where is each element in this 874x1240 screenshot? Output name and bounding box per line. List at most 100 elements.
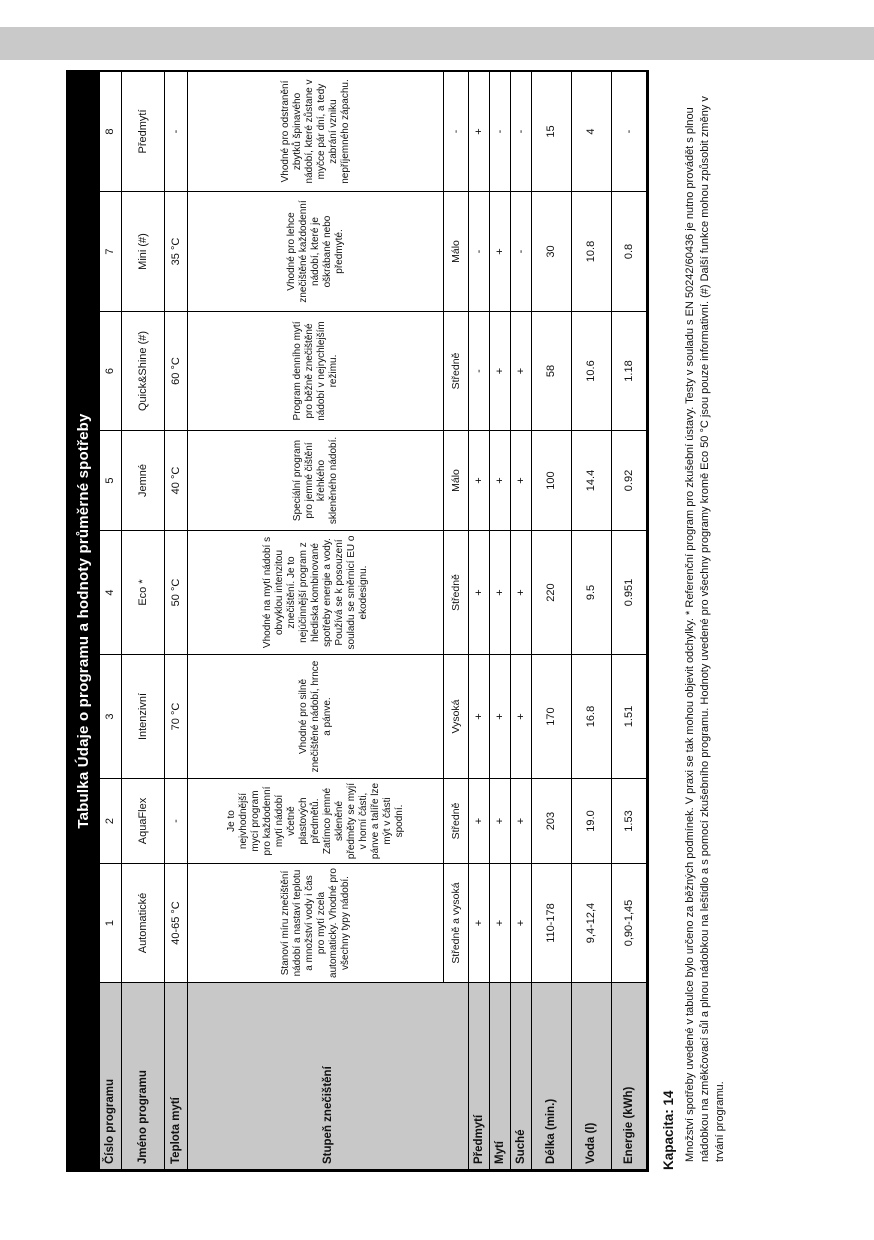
- program-3-cell: 3: [99, 654, 122, 779]
- program-5-cell: +: [489, 430, 511, 531]
- footnote-text: Množství spotřeby uvedené v tabulce bylo…: [684, 96, 726, 1162]
- program-2-cell: 2: [99, 778, 122, 864]
- program-1-cell: +: [468, 863, 490, 983]
- program-5-cell: +: [510, 430, 532, 531]
- program-2-cell: 203: [531, 778, 572, 864]
- program-8-cell: Vhodné pro odstranění zbytků špinavého n…: [187, 71, 444, 192]
- program-2-cell: Středně: [443, 778, 469, 864]
- program-4-cell: +: [468, 530, 490, 655]
- program-7-cell: Vhodné pro lehce znečištěné každodenní n…: [187, 191, 444, 312]
- program-8-cell: 15: [531, 71, 572, 192]
- row-header-cell: Suché: [510, 982, 532, 1170]
- program-6-cell: 6: [99, 311, 122, 431]
- program-1-cell: 40-65 °C: [164, 863, 188, 983]
- program-7-cell: 35 °C: [164, 191, 188, 312]
- program-8-cell: -: [510, 71, 532, 192]
- program-8-cell: -: [489, 71, 511, 192]
- program-3-cell: Vysoká: [443, 654, 469, 779]
- program-7-cell: 30: [531, 191, 572, 312]
- table-row: Číslo programu 1 2 3 4 5 6 7 8: [99, 71, 122, 1170]
- program-7-cell: Mini (#): [121, 191, 165, 312]
- program-4-cell: 0.951: [611, 530, 647, 655]
- program-4-cell: +: [510, 530, 532, 655]
- program-4-cell: 50 °C: [164, 530, 188, 655]
- page-header-band: [0, 27, 874, 60]
- program-6-cell: 10.6: [571, 311, 612, 431]
- program-5-cell: 100: [531, 430, 572, 531]
- program-3-cell: 16.8: [571, 654, 612, 779]
- program-7-cell: 7: [99, 191, 122, 312]
- program-1-cell: 1: [99, 863, 122, 983]
- capacity-label: Kapacita: 14: [661, 1090, 676, 1170]
- table-row: Délka (min.) 110-178 203 170 220 100 58 30 15: [531, 71, 572, 1170]
- program-6-cell: 1.18: [611, 311, 647, 431]
- program-3-cell: 1.51: [611, 654, 647, 779]
- table-row: Mytí + + + + + + + -: [489, 71, 511, 1170]
- program-7-cell: -: [510, 191, 532, 312]
- program-6-cell: 60 °C: [164, 311, 188, 431]
- table-row: Teplota mytí 40-65 °C -70 °C 50 °C 40 °C 60 °…: [164, 71, 188, 1170]
- program-8-cell: 8: [99, 71, 122, 192]
- table-row: Stupeň znečištění Stanoví míru znečištění…: [187, 71, 469, 1170]
- program-5-cell: Speciální program pro jemné čištění křeh…: [187, 430, 444, 531]
- row-header-cell: Jméno programu: [121, 982, 165, 1170]
- table-row: Voda (l) 9,4-12,4 19.0 16.8 9.5 14.4 10.6 10.8 4: [571, 71, 612, 1170]
- program-2-cell: -: [164, 778, 188, 864]
- program-1-cell: +: [510, 863, 532, 983]
- program-3-cell: +: [468, 654, 490, 779]
- row-header-cell: Voda (l): [571, 982, 612, 1170]
- program-8-cell: Předmytí: [121, 71, 165, 192]
- row-header-cell: Energie (kWh): [611, 982, 647, 1170]
- program-4-cell: Eco *: [121, 530, 165, 655]
- program-8-cell: -: [164, 71, 188, 192]
- program-6-cell: 58: [531, 311, 572, 431]
- row-header-cell: Délka (min.): [531, 982, 572, 1170]
- program-2-cell: +: [468, 778, 490, 864]
- program-8-cell: -: [443, 71, 469, 192]
- table-row: Předmytí + + + + + - - +: [468, 71, 490, 1170]
- program-2-cell: 19.0: [571, 778, 612, 864]
- program-6-cell: Program denního mytí pro běžně znečištěn…: [187, 311, 444, 431]
- program-4-cell: +: [489, 530, 511, 655]
- program-2-cell: 1.53: [611, 778, 647, 864]
- program-5-cell: 5: [99, 430, 122, 531]
- program-1-cell: +: [489, 863, 511, 983]
- program-4-cell: 9.5: [571, 530, 612, 655]
- program-6-cell: Quick&Shine (#): [121, 311, 165, 431]
- program-5-cell: Málo: [443, 430, 469, 531]
- program-5-cell: 14.4: [571, 430, 612, 531]
- row-header-cell: Předmytí: [468, 982, 490, 1170]
- program-4-cell: Vhodné na mytí nádobí s obvyklou intenzi…: [187, 530, 444, 655]
- program-6-cell: -: [468, 311, 490, 431]
- program-1-cell: 9,4-12,4: [571, 863, 612, 983]
- program-7-cell: -: [468, 191, 490, 312]
- table-title: Tabulka Údaje o programu a hodnoty průmě…: [68, 72, 99, 1170]
- program-3-cell: +: [510, 654, 532, 779]
- program-5-cell: 40 °C: [164, 430, 188, 531]
- program-8-cell: -: [611, 71, 647, 192]
- row-header-cell: Číslo programu: [99, 982, 122, 1170]
- program-8-cell: 4: [571, 71, 612, 192]
- program-7-cell: 10.8: [571, 191, 612, 312]
- program-3-cell: Vhodné pro silně znečištěné nádobí, hrnc…: [187, 654, 444, 779]
- program-2-cell: +: [489, 778, 511, 864]
- table-row: Energie (kWh) 0,90-1,45 1.53 1.51 0.951 0.92 1…: [611, 71, 647, 1170]
- program-2-cell: Je to nejvhodnější mycí program pro každ…: [187, 778, 444, 864]
- program-3-cell: Intenzivní: [121, 654, 165, 779]
- program-2-cell: AquaFlex: [121, 778, 165, 864]
- program-7-cell: +: [489, 191, 511, 312]
- row-header-cell: Mytí: [489, 982, 511, 1170]
- program-6-cell: +: [489, 311, 511, 431]
- program-8-cell: +: [468, 71, 490, 192]
- program-5-cell: Jemné: [121, 430, 165, 531]
- program-table-frame: Tabulka Údaje o programu a hodnoty průmě…: [66, 70, 649, 1172]
- program-table: Číslo programu 1 2 3 4 5 6 7 8 Jméno programu Auto…: [99, 71, 647, 1170]
- row-header-cell: Stupeň znečištění: [187, 982, 469, 1170]
- program-table-body: Číslo programu 1 2 3 4 5 6 7 8 Jméno programu Auto…: [99, 71, 647, 1170]
- rotated-document: Tabulka Údaje o programu a hodnoty průmě…: [66, 70, 726, 1172]
- program-5-cell: +: [468, 430, 490, 531]
- program-1-cell: 0,90-1,45: [611, 863, 647, 983]
- program-7-cell: Málo: [443, 191, 469, 312]
- program-6-cell: +: [510, 311, 532, 431]
